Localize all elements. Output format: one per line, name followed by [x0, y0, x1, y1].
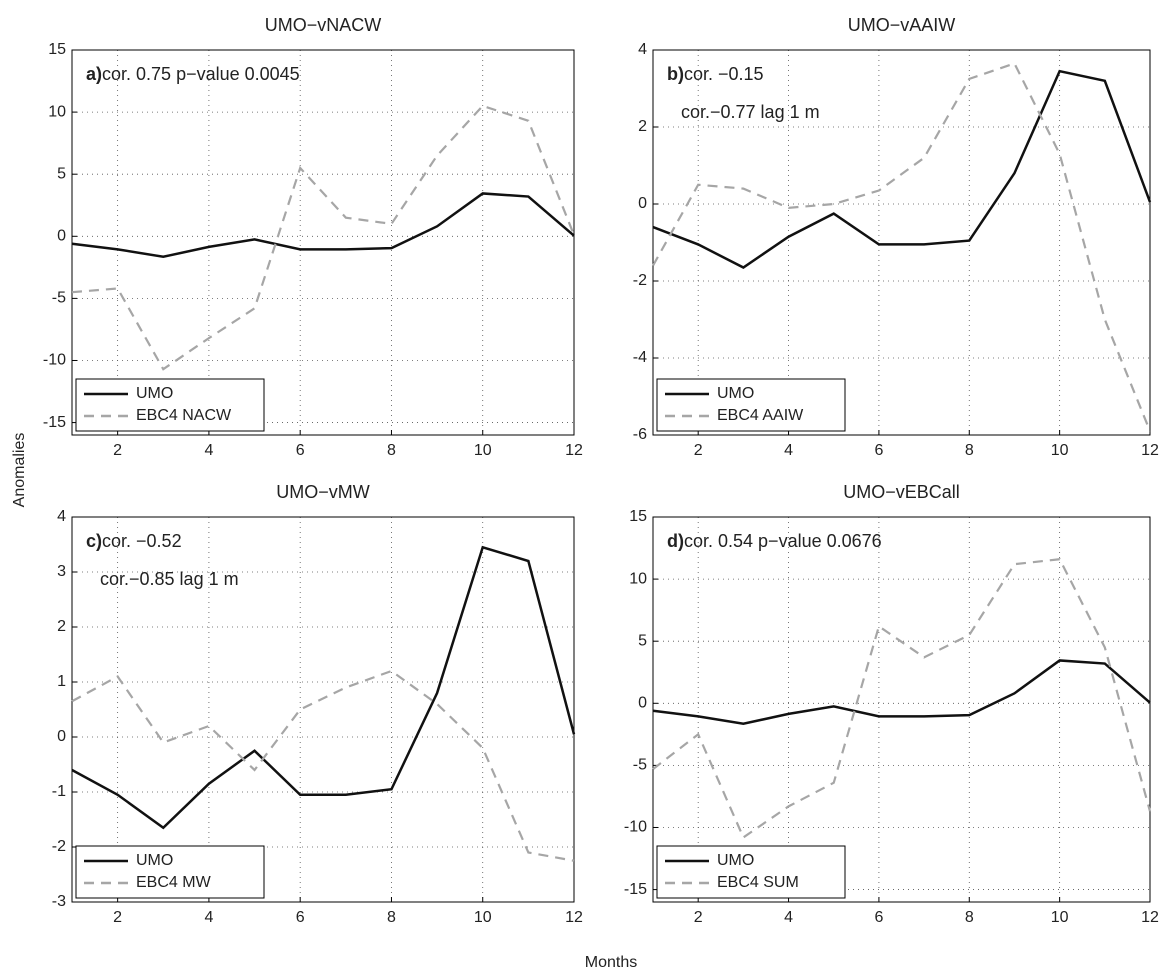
plot-frame — [652, 49, 1151, 436]
legend-box — [75, 845, 265, 899]
y-tick-label: 0 — [638, 195, 647, 212]
annotation: b)cor. −0.15 — [667, 64, 764, 84]
x-tick-label: 4 — [784, 442, 793, 459]
annotation-text: cor. −0.52 — [102, 531, 182, 551]
x-tick-label: 6 — [296, 442, 305, 459]
x-tick-label: 10 — [1051, 909, 1069, 926]
y-tick-label: 5 — [57, 165, 66, 182]
legend-box — [75, 378, 265, 432]
y-tick-label: -1 — [52, 783, 66, 800]
legend-box — [656, 845, 846, 899]
x-tick-label: 8 — [387, 909, 396, 926]
annotation: c)cor. −0.52 — [86, 531, 182, 551]
legend-label: EBC4 NACW — [136, 407, 232, 424]
data-line — [652, 558, 1152, 840]
panel-label: b) — [667, 64, 684, 84]
y-tick-label: 2 — [638, 118, 647, 135]
chart-title: UMO−vAAIW — [848, 15, 956, 35]
legend-label: UMO — [717, 852, 754, 869]
y-axis-label: Anomalies — [11, 433, 28, 508]
chart-title: UMO−vEBCall — [843, 482, 960, 502]
data-line — [71, 545, 576, 830]
y-tick-label: -5 — [52, 290, 66, 307]
x-tick-label: 8 — [387, 442, 396, 459]
y-tick-label: 3 — [57, 563, 66, 580]
annotation-text: cor. 0.75 p−value 0.0045 — [102, 64, 300, 84]
x-tick-label: 10 — [474, 442, 492, 459]
legend-label: EBC4 AAIW — [717, 407, 804, 424]
y-tick-label: 10 — [48, 103, 66, 120]
plot-frame — [652, 516, 1151, 903]
x-tick-label: 2 — [113, 909, 122, 926]
y-tick-label: -3 — [52, 893, 66, 910]
data-line — [652, 69, 1152, 269]
y-tick-label: 15 — [629, 508, 647, 525]
y-tick-label: 4 — [638, 41, 647, 58]
x-tick-label: 8 — [965, 909, 974, 926]
y-tick-label: -2 — [52, 838, 66, 855]
annotation: a)cor. 0.75 p−value 0.0045 — [86, 64, 300, 84]
x-tick-label: 6 — [874, 442, 883, 459]
annotation: cor.−0.85 lag 1 m — [100, 569, 239, 589]
x-tick-label: 2 — [694, 442, 703, 459]
legend-label: EBC4 MW — [136, 874, 212, 891]
annotation: cor.−0.77 lag 1 m — [681, 102, 820, 122]
legend-label: UMO — [136, 385, 173, 402]
y-tick-label: -5 — [633, 757, 647, 774]
x-tick-label: 4 — [204, 909, 213, 926]
plot-frame — [71, 49, 575, 436]
y-tick-label: 2 — [57, 618, 66, 635]
y-tick-label: -15 — [624, 881, 647, 898]
legend-label: UMO — [136, 852, 173, 869]
y-tick-label: -2 — [633, 272, 647, 289]
panel-label: c) — [86, 531, 102, 551]
data-line — [71, 104, 576, 371]
x-tick-label: 12 — [1141, 909, 1159, 926]
legend-label: UMO — [717, 385, 754, 402]
data-line — [652, 62, 1152, 432]
y-tick-label: -10 — [624, 819, 647, 836]
x-tick-label: 12 — [565, 909, 583, 926]
x-tick-label: 6 — [874, 909, 883, 926]
x-tick-label: 12 — [1141, 442, 1159, 459]
y-tick-label: 4 — [57, 508, 66, 525]
x-tick-label: 10 — [1051, 442, 1069, 459]
x-tick-label: 4 — [204, 442, 213, 459]
y-tick-label: 0 — [57, 728, 66, 745]
x-tick-label: 4 — [784, 909, 793, 926]
x-axis-label: Months — [585, 954, 637, 971]
y-tick-label: -10 — [43, 352, 66, 369]
legend-label: EBC4 SUM — [717, 874, 799, 891]
data-line — [652, 659, 1151, 726]
y-tick-label: 0 — [638, 695, 647, 712]
y-tick-label: 10 — [629, 570, 647, 587]
y-tick-label: 0 — [57, 228, 66, 245]
data-line — [71, 669, 575, 862]
y-tick-label: -4 — [633, 349, 647, 366]
annotation: d)cor. 0.54 p−value 0.0676 — [667, 531, 882, 551]
chart-title: UMO−vNACW — [265, 15, 382, 35]
x-tick-label: 10 — [474, 909, 492, 926]
y-tick-label: 5 — [638, 632, 647, 649]
x-tick-label: 12 — [565, 442, 583, 459]
legend-box — [656, 378, 846, 432]
annotation-text: cor. 0.54 p−value 0.0676 — [684, 531, 882, 551]
y-tick-label: 15 — [48, 41, 66, 58]
data-line — [71, 192, 575, 259]
panel-label: d) — [667, 531, 684, 551]
y-tick-label: -6 — [633, 426, 647, 443]
x-tick-label: 2 — [113, 442, 122, 459]
annotation-text: cor. −0.15 — [684, 64, 764, 84]
x-tick-label: 2 — [694, 909, 703, 926]
panel-label: a) — [86, 64, 102, 84]
chart-title: UMO−vMW — [276, 482, 370, 502]
x-tick-label: 6 — [296, 909, 305, 926]
plot-frame — [71, 516, 575, 903]
x-tick-label: 8 — [965, 442, 974, 459]
y-tick-label: 1 — [57, 673, 66, 690]
y-tick-label: -15 — [43, 414, 66, 431]
